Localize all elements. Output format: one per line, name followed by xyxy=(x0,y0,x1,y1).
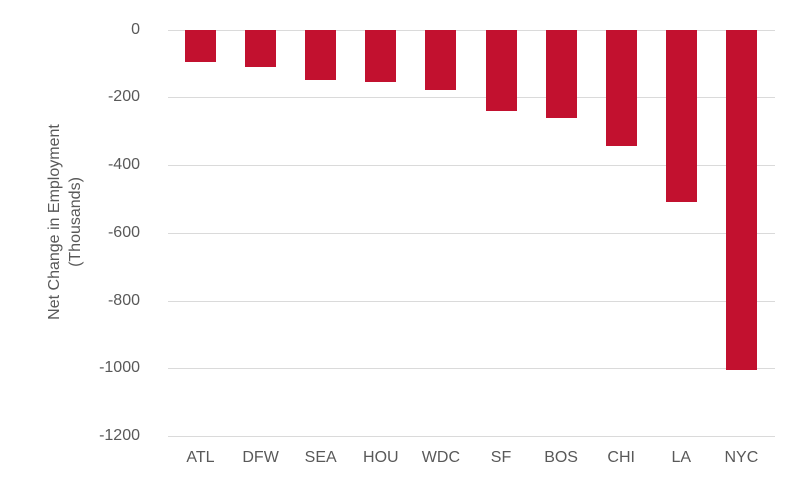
bar-DFW xyxy=(245,29,277,67)
plot-area xyxy=(168,0,775,500)
x-axis-label-HOU: HOU xyxy=(363,449,399,466)
y-tick-label--1000: -1000 xyxy=(99,359,140,377)
x-axis-label-LA: LA xyxy=(671,449,692,466)
x-axis-label-BOS: BOS xyxy=(544,449,578,466)
bar-SF xyxy=(485,29,517,111)
gridline--400 xyxy=(168,165,775,166)
y-tick-label--400: -400 xyxy=(107,156,140,173)
y-axis-title: Net Change in Employment (Thousands) xyxy=(44,92,86,352)
x-axis-label-SEA: SEA xyxy=(304,449,337,466)
y-tick-label--600: -600 xyxy=(107,223,140,241)
y-tick-label--800: -800 xyxy=(107,291,140,309)
bar-SEA xyxy=(305,29,337,81)
gridline--1000 xyxy=(168,368,775,370)
bar-WDC xyxy=(425,29,457,91)
bar-BOS xyxy=(545,29,577,118)
y-axis-title-line2: (Thousands) xyxy=(67,177,84,267)
x-axis-label-SF: SF xyxy=(490,449,512,466)
bar-LA xyxy=(665,29,697,203)
x-axis-label-CHI: CHI xyxy=(607,449,635,466)
x-axis-label-NYC: NYC xyxy=(724,449,759,466)
bar-CHI xyxy=(605,29,637,147)
y-tick-label--200: -200 xyxy=(107,88,140,106)
y-tick-label-0: 0 xyxy=(131,20,140,38)
x-axis-label-DFW: DFW xyxy=(242,449,279,466)
x-axis-label-ATL: ATL xyxy=(186,449,215,466)
bar-HOU xyxy=(365,29,397,82)
y-tick-label--1200: -1200 xyxy=(99,427,140,444)
gridline--200 xyxy=(168,97,775,99)
x-axis-label-WDC: WDC xyxy=(421,449,460,466)
bar-NYC xyxy=(725,29,757,370)
bar-ATL xyxy=(185,29,216,62)
gridline--800 xyxy=(168,300,775,302)
gridline-0 xyxy=(168,29,775,31)
y-axis-title-line1: Net Change in Employment xyxy=(46,124,63,320)
gridline--1200 xyxy=(168,436,775,437)
gridline--600 xyxy=(168,232,775,234)
